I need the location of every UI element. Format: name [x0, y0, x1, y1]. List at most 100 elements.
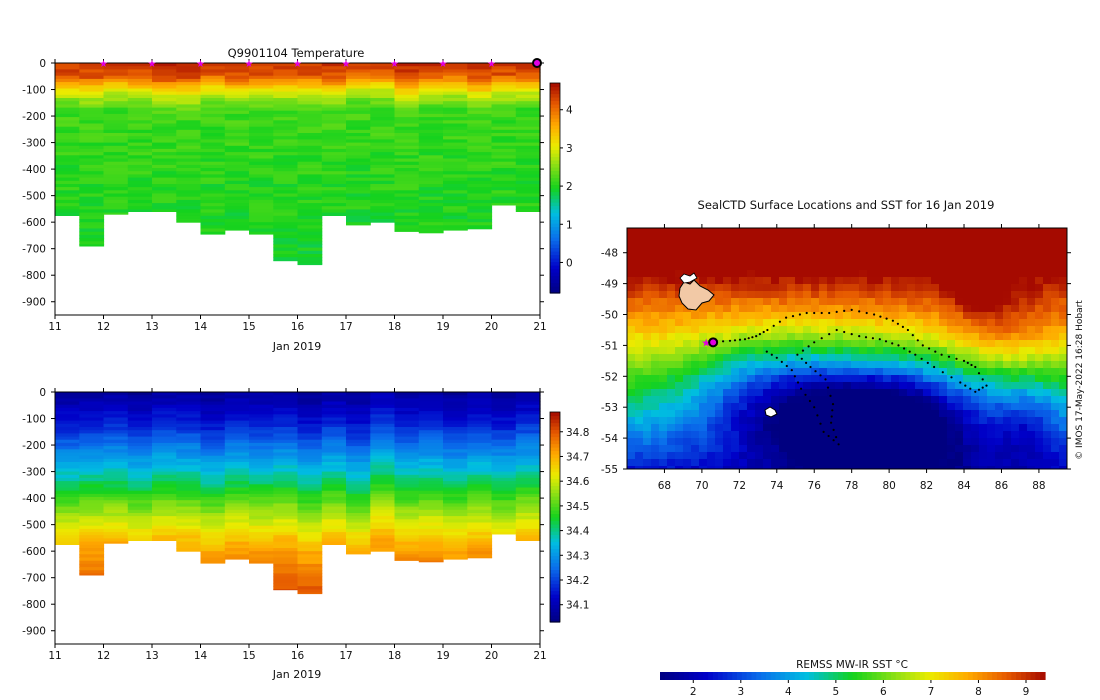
- colorbar-segment: [550, 517, 560, 522]
- heatmap-cell: [297, 161, 323, 166]
- heatmap-cell: [418, 468, 444, 473]
- sst-cell: [987, 410, 996, 418]
- heatmap-cell: [297, 126, 323, 131]
- heatmap-cell: [55, 174, 80, 179]
- heatmap-cell: [346, 148, 371, 153]
- sst-cell: [675, 417, 684, 425]
- heatmap-cell: [297, 433, 323, 438]
- sst-cell: [763, 235, 772, 243]
- sst-cell: [651, 431, 660, 439]
- heatmap-cell: [321, 407, 347, 412]
- heatmap-cell: [394, 417, 420, 422]
- heatmap-cell: [249, 525, 274, 530]
- heatmap-cell: [346, 91, 371, 96]
- sst-cell: [883, 242, 892, 250]
- sst-cell: [883, 340, 892, 348]
- heatmap-cell: [152, 392, 177, 396]
- sst-cell: [667, 382, 676, 390]
- heatmap-cell: [127, 392, 153, 396]
- sst-cell: [963, 312, 972, 320]
- heatmap-cell: [152, 398, 177, 403]
- sst-cell: [915, 382, 924, 390]
- heatmap-cell: [176, 123, 202, 128]
- heatmap-cell: [273, 148, 299, 153]
- heatmap-cell: [103, 484, 129, 488]
- sst-cell: [971, 298, 980, 306]
- sst-cell: [755, 354, 764, 362]
- heatmap-cell: [273, 532, 299, 536]
- heatmap-cell: [297, 82, 323, 86]
- sst-cell: [667, 263, 676, 271]
- sst-cell: [963, 431, 972, 439]
- sst-cell: [723, 277, 732, 285]
- heatmap-cell: [152, 168, 177, 172]
- sst-cell: [1011, 298, 1020, 306]
- heatmap-cell: [152, 104, 177, 109]
- sst-cell: [979, 277, 988, 285]
- heatmap-cell: [321, 117, 347, 121]
- sst-cell: [787, 354, 796, 362]
- heatmap-cell: [418, 75, 444, 80]
- sst-cell: [899, 235, 908, 243]
- sst-cell: [971, 270, 980, 278]
- heatmap-cell: [297, 465, 323, 469]
- sst-cell: [867, 263, 876, 271]
- heatmap-cell: [346, 417, 371, 422]
- credit-text: © IMOS 17-May-2022 16:28 Hobart: [1075, 300, 1085, 460]
- sst-cell: [835, 319, 844, 327]
- heatmap-cell: [249, 468, 274, 473]
- heatmap-cell: [152, 75, 177, 80]
- sst-cell: [1011, 242, 1020, 250]
- track-point: [885, 317, 888, 320]
- heatmap-cell: [273, 101, 299, 105]
- sst-cell: [779, 396, 788, 404]
- sst-cell: [939, 263, 948, 271]
- heatmap-cell: [418, 465, 444, 469]
- heatmap-cell: [249, 560, 274, 564]
- heatmap-cell: [79, 509, 105, 514]
- heatmap-cell: [394, 63, 420, 67]
- heatmap-cell: [103, 528, 129, 533]
- sst-cell: [1003, 319, 1012, 327]
- sst-colorbar-segment: [1011, 672, 1017, 680]
- heatmap-cell: [418, 462, 444, 466]
- heatmap-cell: [491, 129, 517, 134]
- heatmap-cell: [103, 477, 129, 482]
- heatmap-cell: [346, 544, 371, 549]
- sst-cell: [987, 277, 996, 285]
- sst-cell: [843, 326, 852, 334]
- colorbar-segment: [550, 104, 560, 109]
- heatmap-cell: [491, 516, 517, 520]
- heatmap-cell: [224, 465, 250, 469]
- heatmap-cell: [273, 184, 299, 188]
- sst-cell: [907, 375, 916, 383]
- sst-cell: [803, 410, 812, 418]
- heatmap-cell: [224, 104, 250, 109]
- track-point: [798, 313, 802, 316]
- sst-cell: [947, 403, 956, 411]
- colorbar-segment: [550, 90, 560, 95]
- sst-colorbar-segment: [862, 672, 868, 680]
- sst-cell: [947, 452, 956, 460]
- sst-cell: [851, 340, 860, 348]
- sst-cell: [771, 305, 780, 313]
- sst-cell: [739, 305, 748, 313]
- heatmap-cell: [249, 155, 274, 159]
- heatmap-cell: [200, 392, 226, 396]
- sst-cell: [723, 424, 732, 432]
- sst-cell: [715, 382, 724, 390]
- sst-cell: [683, 403, 692, 411]
- sst-cell: [635, 284, 644, 292]
- sst-cell: [667, 410, 676, 418]
- sst-cell: [1035, 249, 1044, 257]
- sst-cell: [891, 291, 900, 299]
- sst-cell: [947, 291, 956, 299]
- heatmap-cell: [79, 123, 105, 128]
- heatmap-cell: [297, 583, 323, 587]
- sst-cell: [867, 389, 876, 397]
- heatmap-cell: [79, 474, 105, 479]
- sst-cell: [771, 424, 780, 432]
- sst-cell: [955, 277, 964, 285]
- sst-cell: [707, 235, 716, 243]
- heatmap-cell: [321, 88, 347, 93]
